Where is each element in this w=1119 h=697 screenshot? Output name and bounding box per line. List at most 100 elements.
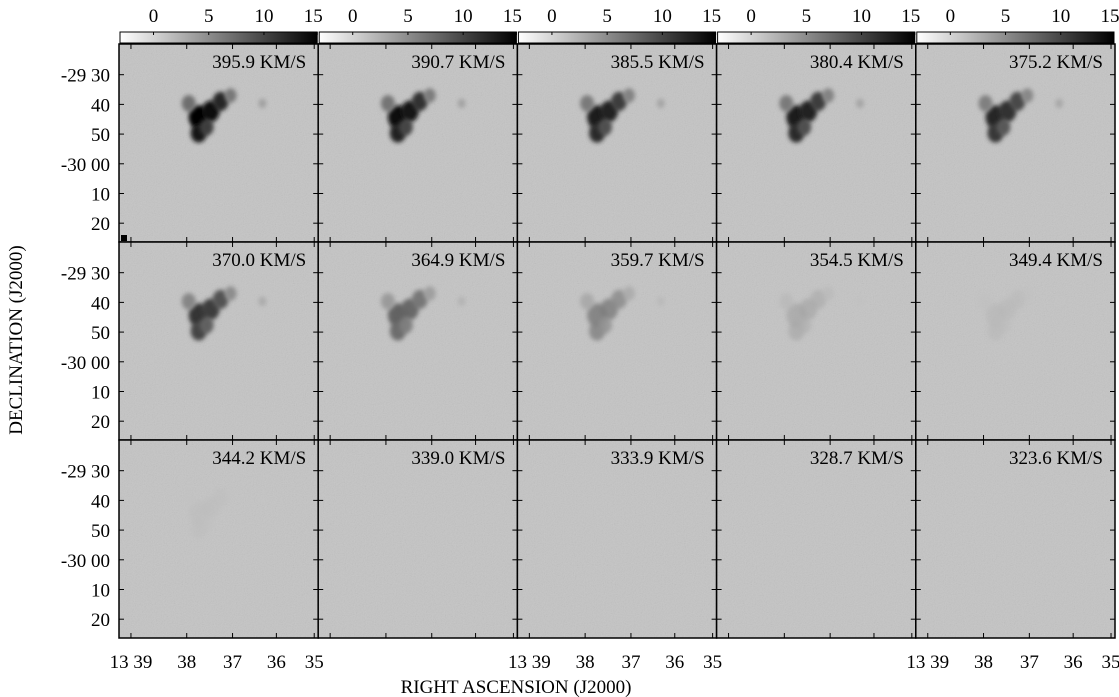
emission-blob	[598, 118, 613, 136]
y-tick-label: 10	[91, 382, 110, 403]
colorbar-tick-label: 0	[547, 6, 557, 27]
colorbar-tick-label: 5	[403, 6, 413, 27]
x-tick-label: 13 39	[508, 652, 551, 673]
emission-blob	[996, 316, 1011, 334]
channel-panel: 385.5 KM/S	[516, 43, 718, 243]
emission-blob	[580, 293, 595, 310]
velocity-label: 354.5 KM/S	[810, 250, 904, 271]
panel-noise	[318, 242, 518, 440]
panel-noise	[119, 44, 319, 242]
colorbar-tick-label: 10	[454, 6, 473, 27]
channel-panel: 370.0 KM/S	[118, 241, 319, 441]
y-tick-label: -29 30	[61, 264, 110, 285]
emission-blob	[380, 293, 395, 310]
emission-blob	[822, 88, 835, 103]
emission-blob	[797, 118, 812, 136]
emission-blob	[779, 95, 794, 112]
emission-blob	[398, 118, 413, 136]
panel-noise	[716, 440, 916, 638]
panel-noise	[915, 242, 1115, 440]
colorbar-tick-label: 10	[254, 6, 273, 27]
emission-blob	[224, 484, 237, 499]
colorbar-tick-label: 0	[149, 6, 159, 27]
emission-blob	[181, 95, 196, 112]
velocity-label: 380.4 KM/S	[810, 52, 904, 73]
emission-blob	[423, 286, 436, 301]
colorbar-tick-label: 10	[852, 6, 871, 27]
colorbar-tick-label: 5	[602, 6, 612, 27]
emission-blob	[797, 316, 812, 334]
emission-blob	[212, 289, 229, 309]
channel-panel: 323.6 KM/S	[915, 439, 1116, 639]
panel-noise	[517, 44, 717, 242]
x-tick-label: 38	[177, 652, 196, 673]
emission-blob	[212, 91, 229, 111]
velocity-label: 333.9 KM/S	[611, 448, 705, 469]
colorbar	[517, 31, 717, 44]
x-tick-label: 13 39	[110, 652, 153, 673]
emission-blob	[622, 286, 635, 301]
x-tick-label: 38	[974, 652, 993, 673]
emission-blob	[856, 296, 865, 307]
x-tick-label: 36	[1064, 652, 1083, 673]
colorbar-tick-label: 15	[1101, 6, 1119, 27]
panel-noise	[915, 440, 1115, 638]
channel-panel: 328.7 KM/S	[715, 439, 917, 639]
axes-labels: -29 30 40 50 -30 00 10 20 -29 30 40 50 -30 00 10 20…	[61, 66, 1119, 673]
emission-blob	[199, 118, 214, 136]
emission-blob	[224, 88, 237, 103]
channel-panel: 395.9 KM/S	[118, 43, 319, 243]
colorbar-tick-label: 15	[304, 6, 323, 27]
emission-blob	[622, 88, 635, 103]
velocity-label: 370.0 KM/S	[212, 250, 306, 271]
velocity-label: 344.2 KM/S	[212, 448, 306, 469]
emission-blob	[457, 296, 466, 307]
colorbar-tick-label: 5	[204, 6, 214, 27]
velocity-label: 339.0 KM/S	[411, 448, 505, 469]
velocity-label: 323.6 KM/S	[1009, 448, 1103, 469]
emission-blob	[580, 95, 595, 112]
y-tick-label: 50	[91, 323, 110, 344]
emission-blob	[411, 289, 428, 309]
x-tick-label: 37	[1020, 652, 1039, 673]
emission-blob	[258, 296, 267, 307]
x-tick-label: 35	[1102, 652, 1119, 673]
y-tick-label: -30 00	[61, 155, 110, 176]
x-tick-label: 37	[223, 652, 242, 673]
x-tick-label: 36	[267, 652, 286, 673]
y-tick-label: -29 30	[61, 462, 110, 483]
emission-blob	[1009, 91, 1026, 111]
emission-blob	[822, 286, 835, 301]
colorbars: 0 5 10 15 0 5 10 15 0 5 10 15 0 5 10 15 0 5 10 15	[119, 6, 1119, 44]
y-tick-label: 10	[91, 184, 110, 205]
x-tick-label: 36	[665, 652, 684, 673]
emission-blob	[1009, 289, 1026, 309]
y-tick-label: 40	[91, 491, 110, 512]
panel-noise	[716, 242, 916, 440]
emission-blob	[181, 491, 196, 508]
emission-blob	[457, 98, 466, 109]
emission-blob	[258, 494, 267, 505]
y-tick-label: -30 00	[61, 353, 110, 374]
panel-noise	[915, 44, 1115, 242]
emission-blob	[423, 88, 436, 103]
emission-blob	[1055, 296, 1064, 307]
y-axis-label: DECLINATION (J2000)	[6, 245, 27, 434]
channel-panel: 344.2 KM/S	[118, 439, 319, 639]
y-tick-label: 20	[91, 214, 110, 235]
velocity-label: 328.7 KM/S	[810, 448, 904, 469]
emission-blob	[611, 289, 627, 309]
emission-blob	[779, 293, 794, 310]
colorbar	[318, 31, 517, 44]
emission-blob	[996, 118, 1011, 136]
emission-blob	[611, 91, 627, 111]
velocity-label: 359.7 KM/S	[611, 250, 705, 271]
emission-blob	[1055, 98, 1064, 109]
emission-blob	[978, 95, 993, 112]
emission-blob	[411, 91, 428, 111]
emission-blob	[199, 514, 214, 532]
velocity-label: 385.5 KM/S	[611, 52, 705, 73]
emission-blob	[224, 286, 237, 301]
colorbar-tick-label: 0	[348, 6, 358, 27]
